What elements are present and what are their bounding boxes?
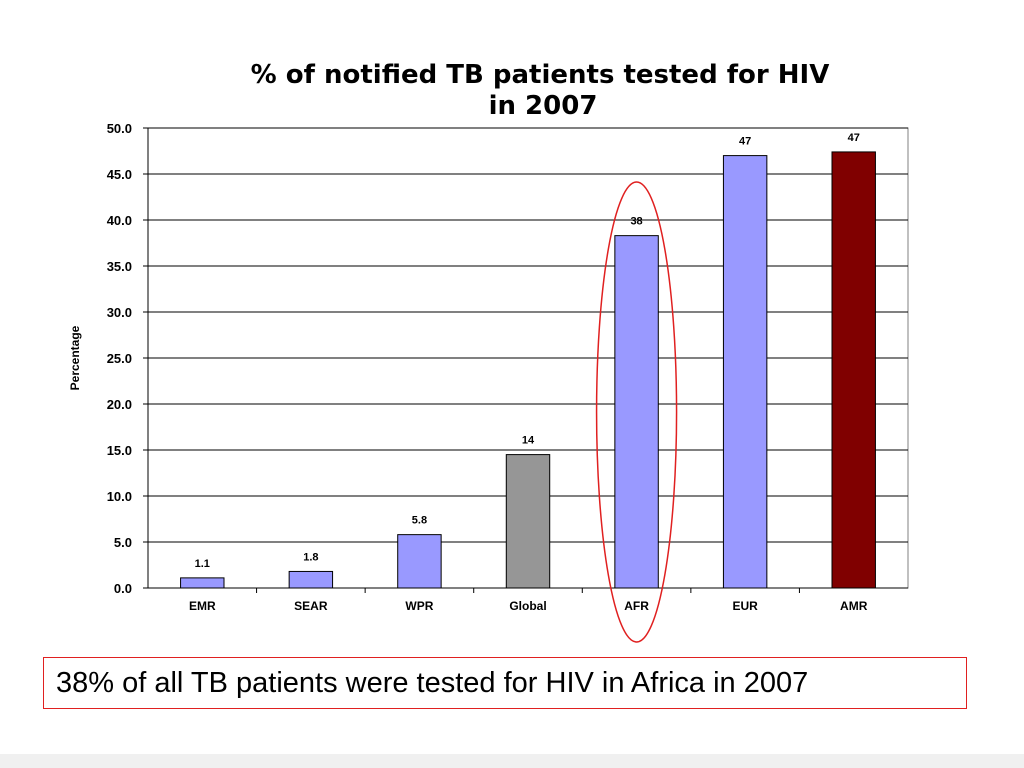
bar-wpr	[397, 534, 442, 589]
category-label: EMR	[189, 599, 216, 613]
chart-title-line2: in 2007	[489, 91, 598, 121]
y-tick-label: 15.0	[107, 443, 132, 458]
category-label: AFR	[624, 599, 649, 613]
bar-afr	[614, 235, 659, 589]
category-label: SEAR	[294, 599, 328, 613]
data-label: 47	[739, 136, 751, 148]
bar-global	[505, 454, 551, 589]
y-tick-label: 20.0	[107, 397, 132, 412]
category-label: WPR	[405, 599, 433, 613]
footer-band	[0, 754, 1024, 768]
bar-emr	[180, 577, 225, 589]
data-label: 38	[630, 216, 642, 228]
category-label: Global	[509, 599, 546, 613]
y-tick-label: 25.0	[107, 351, 132, 366]
data-label: 5.8	[412, 515, 427, 527]
y-tick-label: 5.0	[114, 535, 132, 550]
y-tick-label: 0.0	[114, 581, 132, 596]
y-tick-label: 45.0	[107, 167, 132, 182]
chart-title-line1: % of notified TB patients tested for HIV	[251, 60, 830, 90]
caption-box: 38% of all TB patients were tested for H…	[43, 657, 967, 709]
y-tick-label: 10.0	[107, 489, 132, 504]
data-label: 47	[848, 132, 860, 144]
category-label: AMR	[840, 599, 868, 613]
caption-text: 38% of all TB patients were tested for H…	[56, 666, 809, 699]
y-axis-label: Percentage	[68, 325, 82, 390]
category-label: EUR	[732, 599, 758, 613]
plot-area: 0.0 5.0 10.0 15.0 20.0 25.0 30.0 35.0 40.0 45.0 50…	[107, 121, 909, 643]
y-tick-label: 50.0	[107, 121, 132, 136]
y-tick-label: 40.0	[107, 213, 132, 228]
bar-amr	[831, 151, 876, 589]
y-tick-label: 35.0	[107, 259, 132, 274]
bar-eur	[722, 155, 768, 589]
bar-sear	[288, 570, 334, 589]
y-tick-label: 30.0	[107, 305, 132, 320]
highlight-ellipse	[595, 181, 678, 643]
data-label: 1.8	[303, 551, 318, 563]
data-label: 14	[522, 435, 535, 447]
data-label: 1.1	[195, 558, 210, 570]
